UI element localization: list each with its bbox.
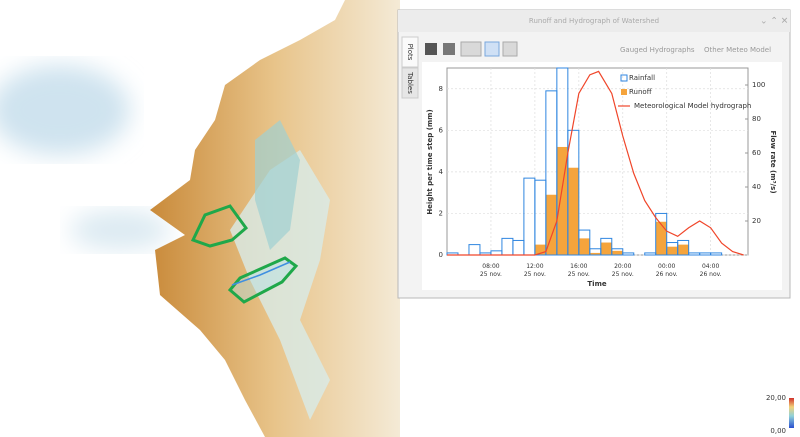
runoff-bar	[611, 250, 623, 255]
dropdown[interactable]: Other Meteo Model	[704, 46, 771, 54]
watershed-outline[interactable]	[190, 204, 249, 248]
highlands	[255, 120, 300, 250]
y-tick-label: 0	[439, 251, 443, 259]
runoff-bar	[589, 252, 601, 255]
dropdown[interactable]: Gauged Hydrographs	[620, 46, 695, 54]
legend-label: Rainfall	[629, 74, 655, 82]
color-scale	[789, 398, 794, 428]
runoff-bar	[545, 194, 557, 255]
rainfall-bar	[611, 248, 624, 256]
y2-tick-label: 100	[752, 81, 765, 89]
tab-label[interactable]: Plots	[406, 44, 414, 61]
highlands	[230, 150, 330, 420]
toolbar-button[interactable]	[484, 41, 500, 57]
runoff-bar	[578, 238, 590, 255]
hydrograph-line	[447, 70, 744, 256]
rainfall-bar	[710, 252, 723, 256]
legend-label: Runoff	[629, 88, 652, 96]
rainfall-bar	[600, 237, 613, 256]
watershed-outline[interactable]	[227, 256, 299, 304]
y-tick-label: 8	[439, 85, 443, 93]
x-axis-title: Time	[587, 280, 606, 288]
runoff-bar	[655, 221, 667, 255]
plot-area	[446, 67, 749, 256]
x-tick-label: 08:00 25 nov.	[479, 263, 502, 278]
tab-label[interactable]: Tables	[406, 71, 414, 94]
cloud	[70, 210, 170, 250]
rainfall-bar	[578, 229, 591, 256]
scale-max: 20,00	[766, 394, 786, 402]
legend-swatch	[621, 89, 627, 95]
toolbar-button[interactable]	[425, 43, 437, 55]
y-tick-label: 2	[439, 209, 443, 217]
y-axis-title: Height per time step (mm)	[426, 109, 434, 214]
window-controls[interactable]: ⌄ ⌃ ✕	[760, 17, 788, 27]
tab[interactable]	[401, 36, 419, 68]
x-tick-label: 04:00 26 nov.	[699, 263, 722, 278]
x-tick-label: 20:00 25 nov.	[611, 263, 634, 278]
rainfall-bar	[622, 252, 635, 256]
toolbar-button[interactable]	[502, 41, 518, 57]
runoff-bar	[534, 244, 546, 255]
river	[231, 261, 291, 286]
runoff-bar	[666, 246, 678, 255]
runoff-bar	[567, 167, 579, 255]
y-tick-label: 4	[439, 168, 444, 176]
runoff-bar	[677, 244, 689, 255]
rainfall-bar	[655, 212, 668, 256]
tab[interactable]	[401, 67, 419, 99]
x-tick-label: 00:00 26 nov.	[655, 263, 678, 278]
y2-tick-label: 40	[752, 183, 761, 191]
runoff-bar	[600, 242, 612, 255]
runoff-bar	[556, 146, 568, 255]
window-title: Runoff and Hydrograph of Watershed	[529, 17, 659, 25]
x-tick-label: 16:00 25 nov.	[567, 263, 590, 278]
legend-label: Meteorological Model hydrograph	[634, 102, 751, 110]
toolbar-button[interactable]	[443, 43, 455, 55]
x-tick-label: 12:00 25 nov.	[523, 263, 546, 278]
rainfall-bar	[567, 129, 580, 256]
title-bar	[398, 10, 790, 32]
y2-tick-label: 60	[752, 149, 761, 157]
y2-tick-label: 20	[752, 217, 761, 225]
toolbar-button[interactable]	[460, 41, 482, 57]
legend-swatch	[620, 74, 628, 82]
scale-min: 0,00	[770, 427, 786, 435]
y2-tick-label: 80	[752, 115, 761, 123]
y-tick-label: 6	[439, 126, 444, 134]
y2-axis-title: Flow rate (m³/s)	[769, 130, 777, 193]
rainfall-bar	[677, 239, 690, 256]
cloud	[0, 65, 130, 155]
